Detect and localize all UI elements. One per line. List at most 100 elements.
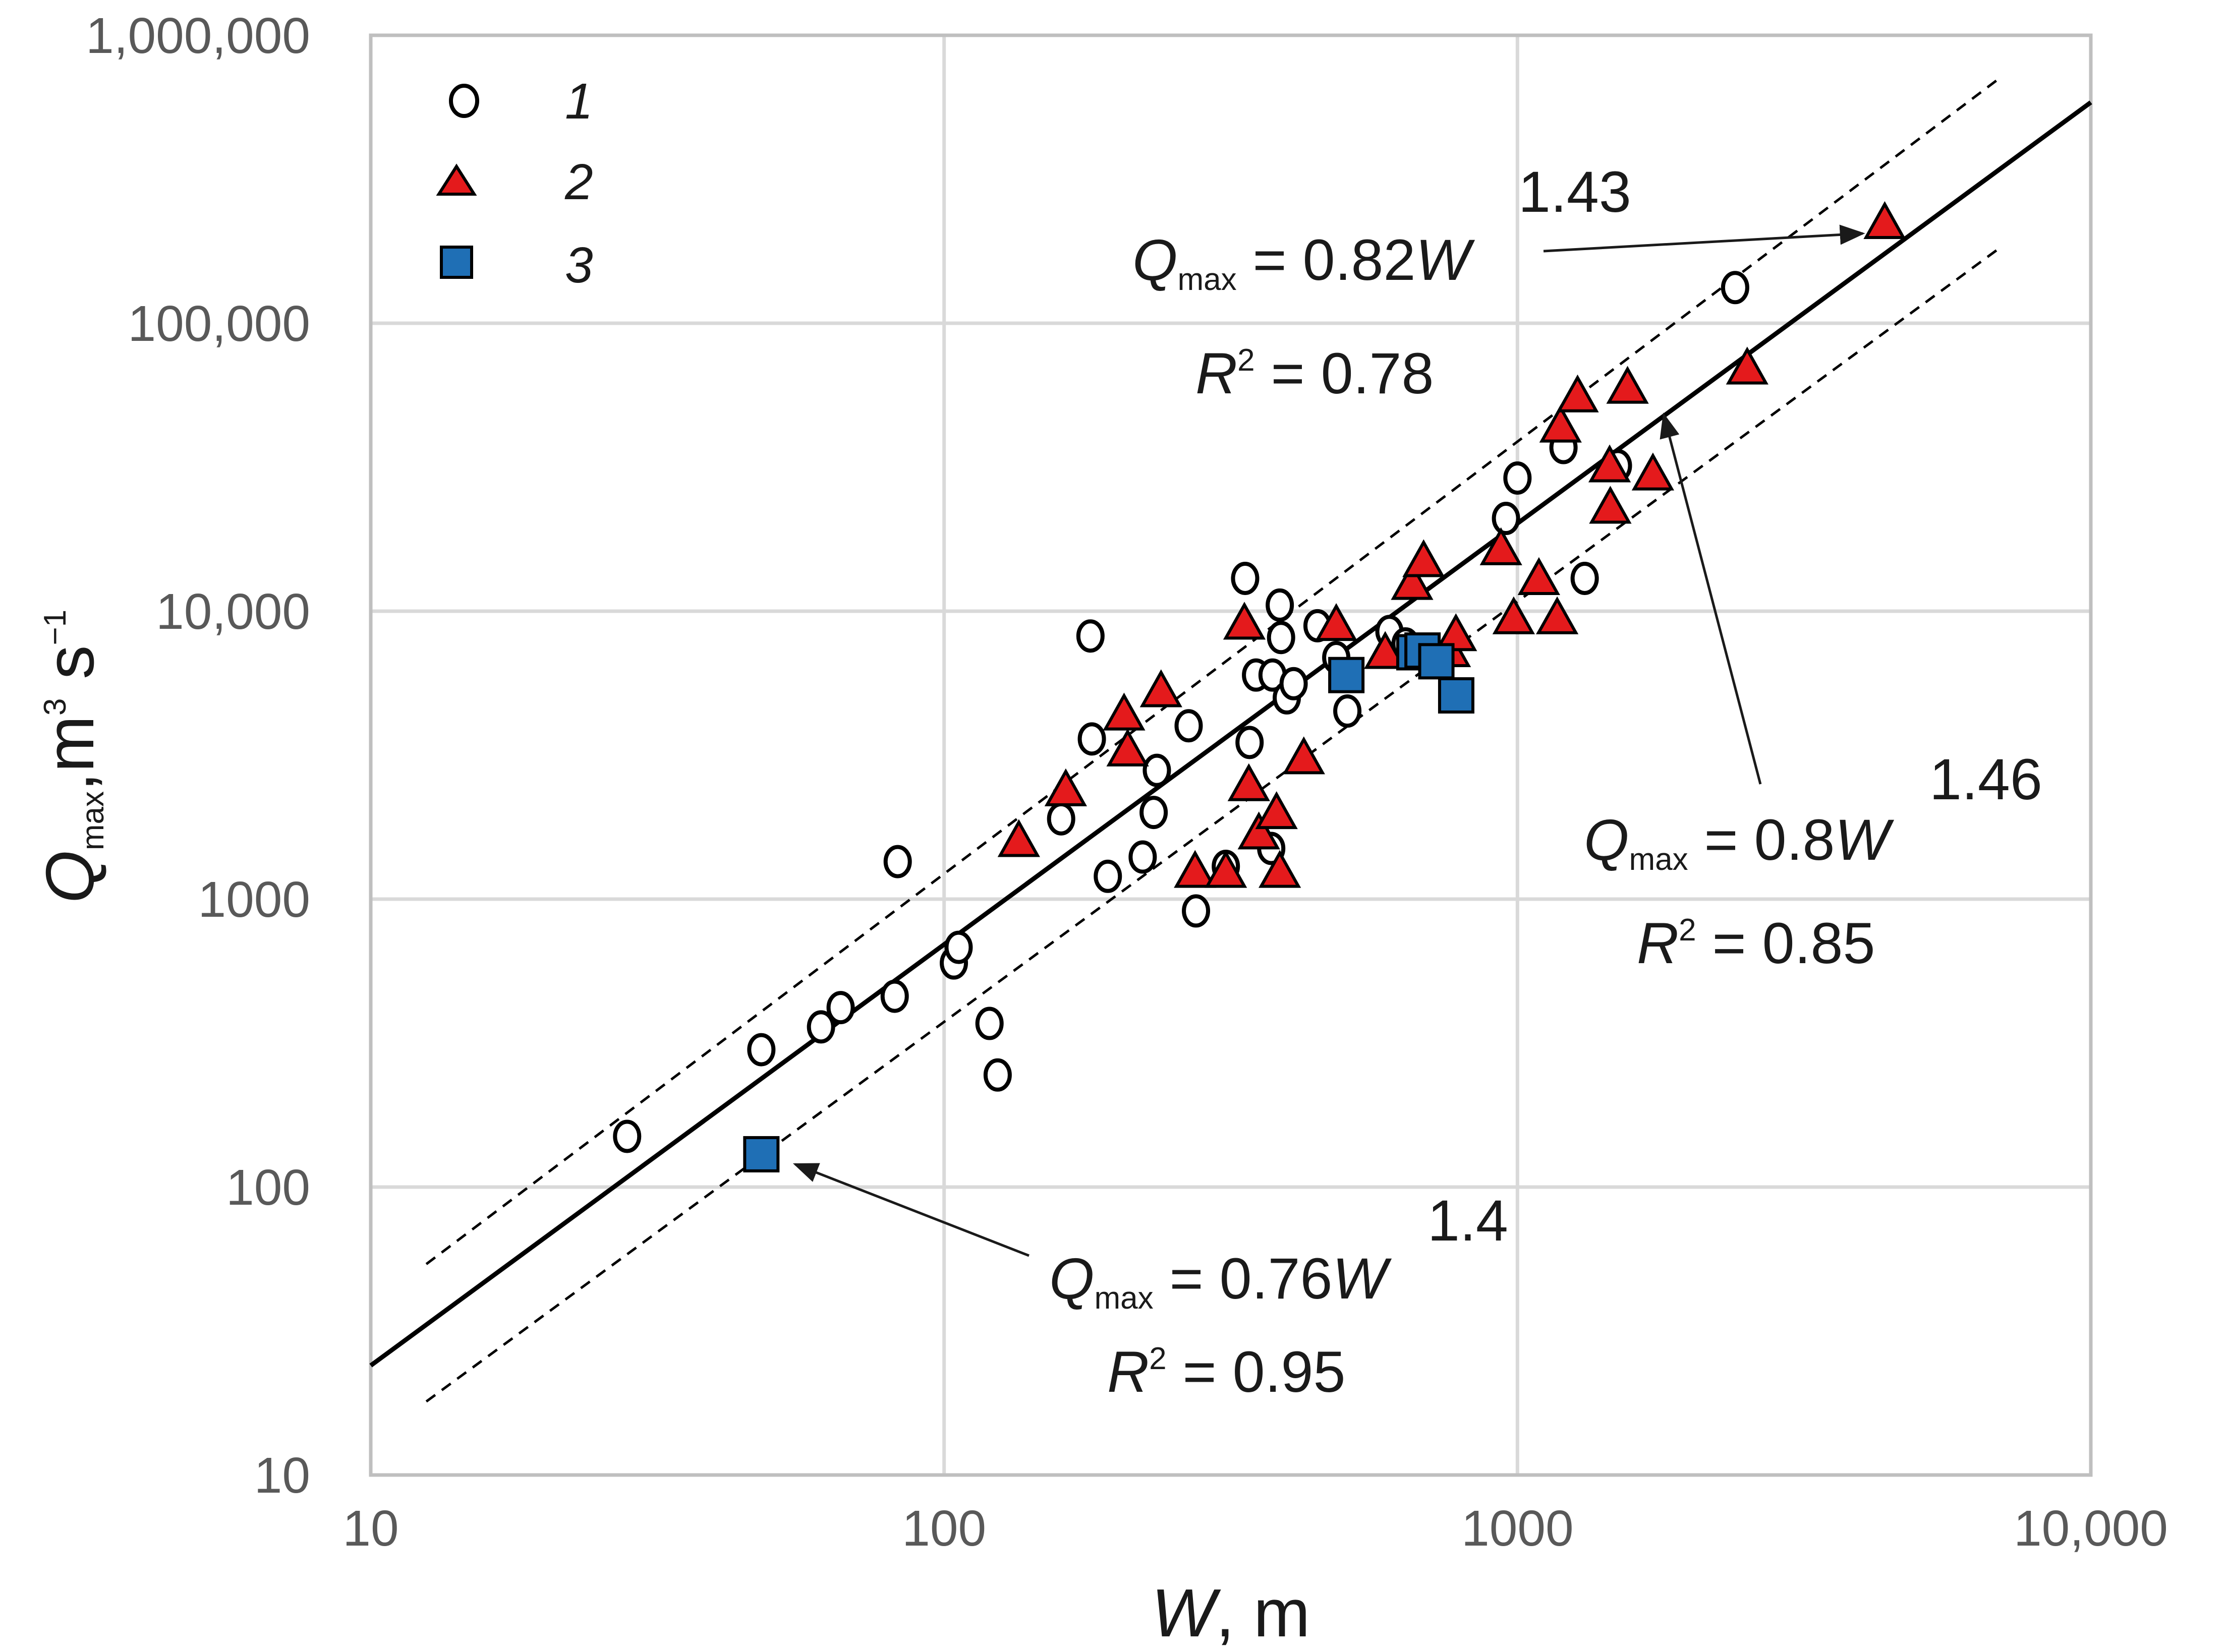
equation-1-43-exponent: 1.43 [1518, 160, 1631, 224]
equation-1-46-exponent: 1.46 [1929, 747, 2042, 812]
point-series-2 [1402, 539, 1445, 577]
point-series-2 [1364, 631, 1407, 669]
point-series-2 [1556, 374, 1599, 412]
y-tick-label: 10,000 [156, 583, 310, 640]
point-series-2 [1435, 613, 1477, 652]
point-series-2 [1535, 596, 1579, 634]
point-series-1 [1139, 796, 1168, 830]
point-series-1 [1174, 709, 1203, 743]
point-series-1 [1492, 502, 1520, 536]
point-series-2 [1539, 404, 1582, 443]
point-series-2 [1589, 486, 1632, 524]
equation-1-46: Qmax = 0.8W 1.46 R2 = 0.85 [1584, 747, 2042, 976]
point-series-2 [1492, 596, 1535, 634]
point-series-1 [1076, 619, 1105, 653]
point-series-1 [1267, 621, 1295, 655]
legend: 1 2 3 [436, 73, 593, 293]
point-series-1 [1266, 588, 1294, 622]
point-series-1 [944, 930, 973, 964]
point-series-1 [1047, 802, 1075, 836]
legend-label-3: 3 [565, 237, 593, 293]
point-series-2 [1044, 768, 1087, 806]
point-series-1 [1128, 840, 1157, 874]
equation-1-43-r2: R2 = 0.78 [1195, 341, 1434, 406]
equation-1-4-exponent: 1.4 [1427, 1189, 1508, 1253]
point-series-1 [1279, 667, 1308, 700]
point-series-3 [1438, 677, 1474, 714]
legend-label-1: 1 [565, 73, 593, 130]
legend-marker-square [440, 246, 473, 279]
point-series-2 [1205, 850, 1247, 888]
point-series-2 [997, 819, 1040, 857]
point-series-2 [1315, 603, 1358, 641]
point-series-1 [975, 1007, 1004, 1040]
point-series-3 [1418, 643, 1455, 680]
y-tick-label: 100,000 [128, 296, 310, 352]
point-series-2 [1631, 452, 1675, 491]
point-series-1 [1503, 461, 1532, 495]
equation-1-43-formula: Qmax = 0.82W [1132, 228, 1475, 297]
point-series-2 [1103, 692, 1146, 731]
point-series-2 [1223, 602, 1266, 640]
point-series-2 [1726, 346, 1768, 385]
y-tick-label: 100 [226, 1159, 310, 1216]
regression-line [369, 100, 2092, 1368]
point-series-1 [807, 1010, 835, 1044]
point-series-1 [613, 1119, 642, 1153]
point-series-1 [1094, 859, 1122, 893]
point-series-1 [1333, 694, 1362, 728]
point-series-1 [1231, 561, 1260, 595]
equation-1-46-formula: Qmax = 0.8W [1584, 808, 1895, 877]
point-series-1 [1235, 726, 1264, 759]
legend-label-2: 2 [564, 154, 593, 210]
plot-frame [369, 33, 2093, 1477]
point-series-1 [983, 1058, 1012, 1092]
x-tick-label: 10,000 [2014, 1500, 2168, 1557]
y-tick-label: 1,000,000 [86, 8, 310, 64]
axis-ticks: 10 100 1000 10,000 10 100 1000 10,000 100,000 1,0… [86, 8, 2168, 1557]
point-series-2 [1227, 763, 1270, 801]
point-series-2 [1174, 850, 1217, 888]
point-series-2 [1606, 366, 1649, 404]
x-tick-label: 10 [342, 1500, 398, 1557]
point-series-2 [1139, 669, 1182, 707]
equation-1-46-r2: R2 = 0.85 [1637, 911, 1875, 976]
point-series-1 [826, 991, 855, 1025]
equation-1-4: Qmax = 0.76W 1.4 R2 = 0.95 [1049, 1189, 1508, 1404]
point-series-2 [1391, 562, 1434, 600]
point-series-1 [1721, 271, 1749, 305]
equation-1-43: Qmax = 0.82W 1.43 R2 = 0.78 [1132, 160, 1631, 406]
y-tick-label: 1000 [198, 871, 310, 928]
arrow-equation-1-46 [1660, 412, 1762, 785]
grid-lines [371, 35, 2091, 1475]
point-series-3 [743, 1136, 780, 1172]
point-series-2 [1588, 444, 1631, 483]
fit-lines [369, 75, 2092, 1403]
y-tick-label: 10 [254, 1447, 310, 1504]
point-series-2 [1255, 791, 1298, 830]
data-points [613, 201, 1906, 1172]
point-series-1 [880, 979, 909, 1013]
x-tick-label: 1000 [1461, 1500, 1573, 1557]
equation-1-4-r2: R2 = 0.95 [1107, 1340, 1345, 1404]
confidence-line [425, 75, 2003, 1265]
point-series-2 [1517, 557, 1560, 595]
x-axis-title: W, m [1152, 1575, 1310, 1651]
equation-1-4-formula: Qmax = 0.76W [1049, 1247, 1392, 1316]
point-series-1 [1570, 561, 1599, 595]
x-tick-label: 100 [902, 1500, 986, 1557]
point-series-2 [1106, 728, 1149, 766]
point-series-2 [1863, 201, 1906, 240]
point-series-2 [1282, 736, 1325, 775]
point-series-1 [1077, 722, 1106, 756]
legend-marker-triangle [436, 163, 477, 196]
point-series-2 [1259, 850, 1301, 888]
point-series-2 [1237, 811, 1280, 850]
arrow-equation-1-4 [792, 1163, 1030, 1257]
legend-marker-circle [449, 84, 479, 118]
point-series-1 [747, 1033, 776, 1067]
point-series-1 [883, 845, 912, 878]
point-series-2 [1479, 527, 1522, 565]
arrow-equation-1-43 [1543, 224, 1865, 253]
